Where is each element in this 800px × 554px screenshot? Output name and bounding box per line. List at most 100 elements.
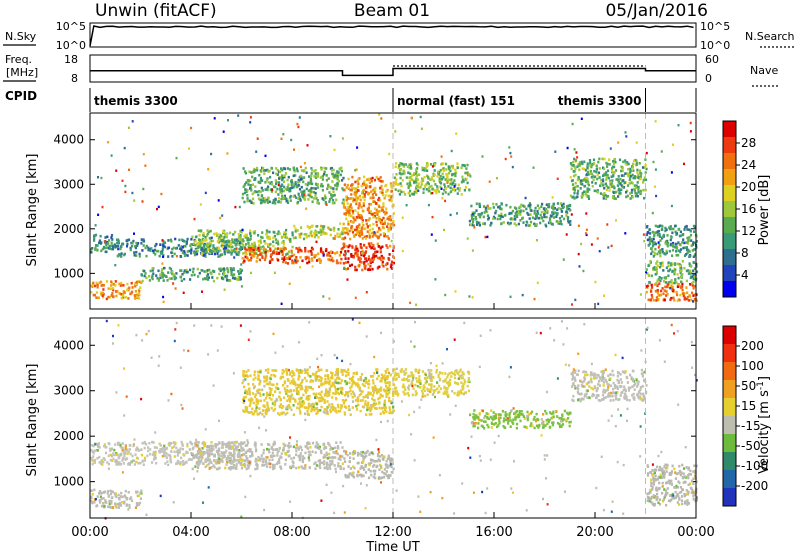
data-cell xyxy=(511,218,514,221)
data-cell xyxy=(208,453,211,456)
data-cell xyxy=(487,216,490,220)
data-cell xyxy=(204,191,207,195)
data-cell xyxy=(163,274,166,277)
data-cell xyxy=(376,230,379,234)
data-cell xyxy=(291,254,294,257)
data-cell xyxy=(430,176,433,179)
data-cell xyxy=(571,303,573,306)
data-cell xyxy=(400,190,403,194)
data-cell xyxy=(373,247,376,250)
data-cell xyxy=(305,256,308,260)
data-cell xyxy=(294,174,297,177)
data-cell xyxy=(271,188,274,191)
data-cell xyxy=(280,174,284,177)
data-cell xyxy=(664,285,667,289)
data-cell xyxy=(102,457,105,460)
data-cell xyxy=(688,255,691,258)
data-cell xyxy=(100,176,103,180)
data-cell xyxy=(132,444,135,448)
data-cell xyxy=(319,247,323,251)
data-cell xyxy=(169,442,172,445)
data-cell xyxy=(90,489,93,492)
data-cell xyxy=(279,247,282,251)
data-cell xyxy=(492,206,495,209)
data-cell xyxy=(148,279,151,282)
data-cell xyxy=(490,221,493,225)
data-cell xyxy=(378,219,381,222)
data-cell xyxy=(224,244,227,247)
data-cell xyxy=(266,249,269,253)
data-cell xyxy=(628,178,631,182)
data-cell xyxy=(275,167,278,170)
data-cell xyxy=(244,171,247,175)
data-cell xyxy=(395,178,398,181)
data-cell xyxy=(692,269,695,273)
data-cell xyxy=(302,458,305,461)
data-cell xyxy=(142,153,145,156)
data-cell xyxy=(365,454,368,458)
data-cell xyxy=(136,244,139,247)
data-cell xyxy=(469,223,472,226)
data-cell xyxy=(269,255,272,258)
data-cell xyxy=(309,177,312,181)
data-cell xyxy=(116,503,119,506)
data-cell xyxy=(609,147,612,150)
data-cell xyxy=(599,192,602,195)
data-cell xyxy=(142,238,145,241)
data-cell xyxy=(394,130,397,133)
data-cell xyxy=(284,458,287,462)
data-cell xyxy=(440,187,443,190)
data-cell xyxy=(342,203,345,206)
data-cell xyxy=(363,183,366,187)
data-cell xyxy=(246,390,249,393)
data-cell xyxy=(220,451,223,454)
data-cell xyxy=(384,473,387,476)
data-cell xyxy=(234,250,237,254)
data-cell xyxy=(289,240,292,243)
data-cell xyxy=(275,181,278,184)
data-cell xyxy=(293,148,295,151)
data-cell xyxy=(390,457,393,460)
data-cell xyxy=(338,235,341,238)
data-cell xyxy=(471,249,474,252)
data-cell xyxy=(542,219,545,223)
data-cell xyxy=(120,446,123,449)
data-cell xyxy=(350,385,353,389)
data-cell xyxy=(456,212,458,215)
data-cell xyxy=(307,234,310,238)
data-cell xyxy=(228,243,231,246)
data-cell xyxy=(249,249,252,252)
data-cell xyxy=(637,190,640,194)
data-cell xyxy=(181,272,184,276)
data-cell xyxy=(203,277,207,280)
data-cell xyxy=(226,267,229,270)
data-cell xyxy=(361,190,364,194)
data-cell xyxy=(114,280,117,283)
data-cell xyxy=(679,267,682,270)
data-cell xyxy=(110,247,113,251)
data-cell xyxy=(580,242,583,246)
data-cell xyxy=(652,266,655,270)
data-cell xyxy=(600,182,603,185)
data-cell xyxy=(194,465,197,468)
data-cell xyxy=(286,188,289,191)
data-cell xyxy=(584,192,587,196)
data-cell xyxy=(667,261,670,264)
data-cell xyxy=(229,267,232,270)
data-cell xyxy=(651,211,654,215)
data-cell xyxy=(383,468,386,471)
data-cell xyxy=(546,211,549,215)
data-cell xyxy=(514,218,517,221)
data-cell xyxy=(209,251,212,255)
data-cell xyxy=(676,293,679,297)
data-cell xyxy=(227,278,230,282)
data-cell xyxy=(116,290,119,293)
data-cell xyxy=(249,199,252,203)
data-cell xyxy=(526,211,529,215)
data-cell xyxy=(579,181,582,185)
data-cell xyxy=(340,166,343,170)
data-cell xyxy=(105,246,108,249)
data-cell xyxy=(280,247,284,251)
data-cell xyxy=(478,214,481,218)
data-cell xyxy=(372,389,375,392)
